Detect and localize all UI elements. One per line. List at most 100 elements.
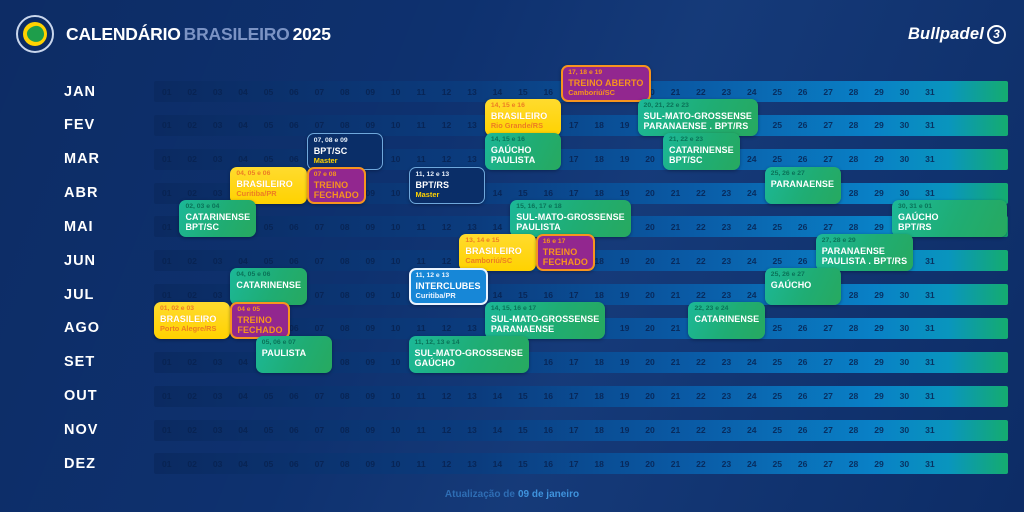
day-number: 30: [899, 391, 910, 402]
day-number: 16: [543, 188, 554, 199]
day-number: 10: [390, 120, 401, 131]
event-title: PARANAENSE . BPT/RS: [643, 120, 749, 131]
day-number: 25: [772, 391, 782, 402]
logo-yellow-circle: [23, 22, 47, 46]
day-number: 29: [874, 458, 884, 469]
day-number: 25: [772, 120, 782, 131]
day-number: 11: [416, 120, 426, 131]
bullpadel-logo: Bullpadel 3: [908, 24, 1006, 44]
day-number: 19: [619, 357, 630, 368]
day-number: 03: [212, 154, 223, 165]
day-number: 30: [899, 289, 910, 300]
event-title: GAÚCHO: [414, 357, 456, 368]
day-number: 17: [568, 357, 579, 368]
day-number: 28: [848, 425, 859, 435]
event-block-brasileiro: 04, 05 e 06 BRASILEIRO Curitiba/PR: [230, 166, 307, 204]
day-number: 03: [212, 86, 223, 97]
day-number: 28: [848, 458, 859, 469]
event-dates: 07 e 08: [313, 170, 337, 178]
bullpadel-icon: 3: [987, 24, 1006, 44]
day-number: 30: [899, 425, 910, 435]
day-number: 07: [314, 255, 325, 266]
event-block-paranaense: 25, 26 e 27 PARANAENSE: [764, 166, 842, 204]
day-number: 09: [365, 357, 375, 368]
event-dates: 20, 21, 22 e 23: [643, 101, 689, 109]
day-number: 23: [721, 391, 732, 402]
day-number: 02: [187, 120, 197, 131]
day-number: 08: [340, 458, 350, 469]
event-location: Rio Grande/RS: [490, 120, 543, 130]
event-block-catarinense: 21, 22 e 23 CATARINENSE BPT/SC: [663, 132, 740, 170]
day-number: 22: [696, 289, 706, 300]
day-number: 19: [619, 120, 630, 131]
day-number: 29: [874, 357, 884, 368]
month-bar-nov: 01 02 03 04 05 06 07 08 09 10 11 12 13 14 15 16 17 18 19 20…: [154, 419, 1008, 441]
day-number: 30: [899, 120, 910, 131]
event-dates: 13, 14 e 15: [465, 237, 500, 245]
day-number: 20: [645, 154, 655, 165]
day-number: 27: [823, 323, 833, 334]
title-calendario: CALENDÁRIO: [66, 23, 181, 44]
event-title: SUL-MATO-GROSSENSE: [414, 347, 523, 358]
day-number: 27: [823, 221, 833, 232]
event-title: PARANAENSE: [490, 323, 555, 334]
event-title: FECHADO: [237, 324, 283, 335]
event-dates: 04 e 05: [237, 305, 261, 313]
event-block-brasileiro: 14, 15 e 16 BRASILEIRO Rio Grande/RS: [484, 98, 562, 136]
day-number: 09: [365, 323, 375, 334]
day-number: 11: [416, 425, 426, 435]
month-bar-out: 01 02 03 04 05 06 07 08 09 10 11 12 13 14 15 16 17 18 19 20…: [154, 385, 1008, 407]
day-number: 22: [696, 86, 706, 97]
day-number: 28: [848, 391, 859, 402]
event-block-bpt-sc: 07, 08 e 09 BPT/SC Master: [306, 132, 384, 170]
event-block-ga-cho: 30, 31 e 01 GAÚCHO BPT/RS: [892, 200, 1007, 238]
day-number: 06: [289, 458, 299, 469]
event-dates: 22, 23 e 24: [694, 304, 729, 312]
day-number: 01: [161, 255, 172, 266]
day-number: 22: [696, 425, 706, 435]
day-number: 03: [212, 357, 223, 368]
day-number: 01: [161, 425, 172, 435]
day-number: 28: [848, 188, 859, 199]
day-number: 26: [797, 357, 808, 368]
day-number: 27: [823, 120, 833, 131]
day-number: 25: [772, 255, 782, 266]
day-number: 06: [289, 154, 299, 165]
event-dates: 16 e 17: [542, 238, 566, 246]
day-number: 20: [645, 323, 655, 334]
event-title: BRASILEIRO: [490, 110, 548, 121]
day-number: 15: [518, 425, 528, 435]
day-number: 14: [492, 86, 503, 97]
day-number: 04: [238, 120, 248, 131]
day-number: 07: [314, 86, 325, 97]
event-block-sul-mato-grossense: 15, 16, 17 e 18 SUL-MATO-GROSSENSE PAULIST…: [510, 200, 631, 238]
event-title: PARANAENSE: [770, 178, 835, 189]
day-number: 25: [772, 221, 782, 232]
day-number: 07: [314, 425, 325, 435]
day-number: 20: [645, 221, 655, 232]
day-number: 10: [390, 323, 401, 334]
day-number: 06: [289, 86, 299, 97]
day-number: 26: [797, 255, 808, 266]
day-number: 24: [747, 255, 757, 266]
day-number: 12: [441, 458, 452, 469]
day-number: 10: [390, 86, 401, 97]
day-number: 29: [874, 323, 884, 334]
day-number: 18: [594, 289, 604, 300]
day-number: 23: [721, 289, 732, 300]
day-number: 26: [797, 391, 808, 402]
day-number: 13: [467, 154, 477, 165]
event-dates: 17, 18 e 19: [568, 69, 603, 76]
day-number: 02: [187, 391, 197, 402]
day-number: 05: [263, 221, 274, 232]
day-number: 29: [874, 289, 884, 300]
day-number: 21: [670, 425, 681, 435]
event-dates: 25, 26 e 27: [770, 271, 805, 279]
day-number: 31: [925, 458, 935, 469]
day-number: 11: [416, 391, 426, 402]
day-number: 12: [441, 86, 452, 97]
day-number: 31: [925, 188, 935, 199]
month-label-mar: MAR: [64, 151, 101, 168]
day-number: 29: [874, 154, 884, 165]
day-number: 21: [670, 86, 681, 97]
